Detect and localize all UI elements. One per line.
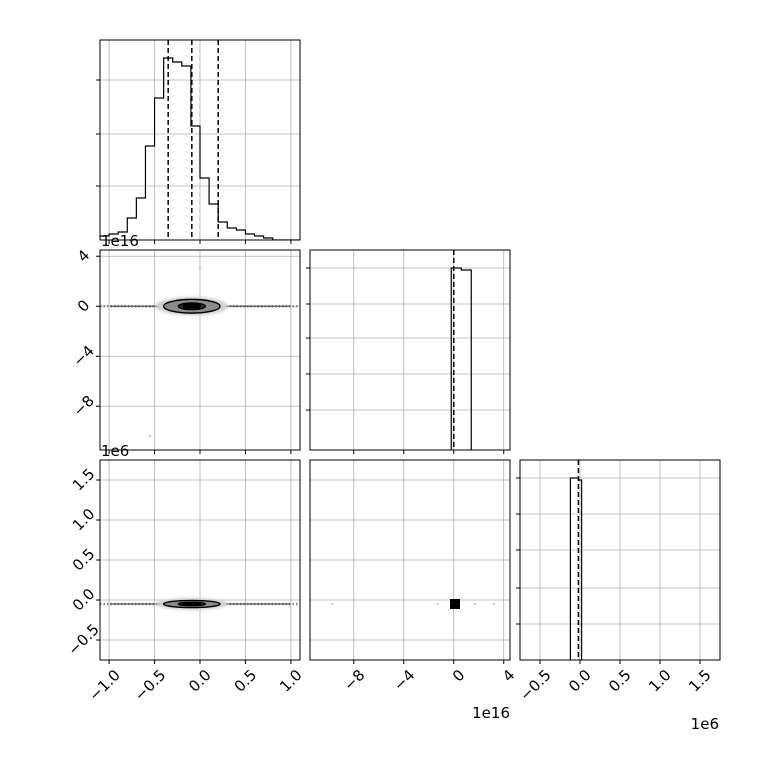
y-offset-label-p1: 1e16 (101, 232, 139, 250)
xtick-label-p0-4: 1.0 (276, 666, 306, 696)
xtick-label-p0-2: 0.0 (185, 666, 215, 696)
ytick-label-p2-4: 1.5 (69, 465, 99, 495)
xtick-label-p2-3: 1.0 (645, 666, 675, 696)
panel-hist-p1 (306, 249, 511, 454)
frame-contour-p2-vs-p1 (309, 459, 511, 661)
xtick-label-p1-0: −8 (340, 666, 368, 694)
xtick-label-p2-2: 0.5 (605, 666, 635, 696)
grid-contour-p2-vs-p1 (310, 460, 510, 660)
marks-contour-p1-vs-p0 (100, 266, 300, 438)
panel-contour-p1-vs-p0 (96, 249, 301, 454)
marks-hist-p1 (450, 250, 472, 450)
marks-hist-p0 (100, 40, 300, 240)
x-offset-label-p2: 1e6 (691, 715, 719, 733)
outlier-point-2 (473, 602, 477, 606)
grid-hist-p2 (520, 460, 720, 660)
ytick-label-p2-2: 0.5 (69, 545, 99, 575)
marks-contour-p2-vs-p1 (331, 599, 495, 609)
xtick-label-p1-1: −4 (390, 666, 418, 694)
density-peak (450, 599, 460, 609)
outlier-point-3 (492, 602, 495, 606)
panel-contour-p2-vs-p0 (96, 459, 301, 664)
ytick-label-p1-0: −8 (69, 392, 97, 420)
outlier-point-0 (331, 602, 334, 606)
grid-contour-p2-vs-p0 (100, 460, 300, 660)
y-offset-label-p2: 1e6 (101, 442, 129, 460)
xtick-label-p1-2: 0 (449, 666, 468, 685)
panel-hist-p0 (96, 39, 301, 244)
histogram-step-hist-p1 (450, 267, 472, 450)
x-offset-label-p1: 1e16 (472, 704, 510, 722)
outlier-point-1 (198, 266, 202, 269)
outlier-point-1 (436, 602, 439, 606)
xtick-label-p1-3: 4 (499, 666, 518, 685)
ytick-label-p2-1: 0.0 (69, 585, 99, 615)
density-peak (182, 602, 201, 606)
ytick-label-p1-3: 4 (74, 246, 93, 265)
xtick-label-p0-3: 0.5 (231, 666, 261, 696)
marks-hist-p2 (569, 460, 583, 660)
frame-hist-p1 (309, 249, 511, 451)
xtick-label-p0-0: −1.0 (85, 666, 123, 704)
ytick-label-p1-2: 0 (74, 296, 93, 315)
xtick-label-p2-0: −0.5 (516, 666, 554, 704)
ytick-label-p2-3: 1.0 (69, 505, 99, 535)
ytick-label-p1-1: −4 (69, 342, 97, 370)
density-peak (182, 303, 201, 309)
xtick-label-p2-1: 0.0 (565, 666, 595, 696)
marks-contour-p2-vs-p0 (100, 597, 300, 611)
grid-hist-p1 (310, 250, 510, 450)
outlier-point-0 (148, 435, 152, 438)
panel-hist-p2 (516, 459, 721, 664)
grid-contour-p1-vs-p0 (100, 250, 300, 450)
panel-contour-p2-vs-p1 (309, 459, 511, 664)
histogram-step-hist-p0 (100, 57, 300, 240)
xtick-label-p2-4: 1.5 (685, 666, 715, 696)
xtick-label-p0-1: −0.5 (131, 666, 169, 704)
